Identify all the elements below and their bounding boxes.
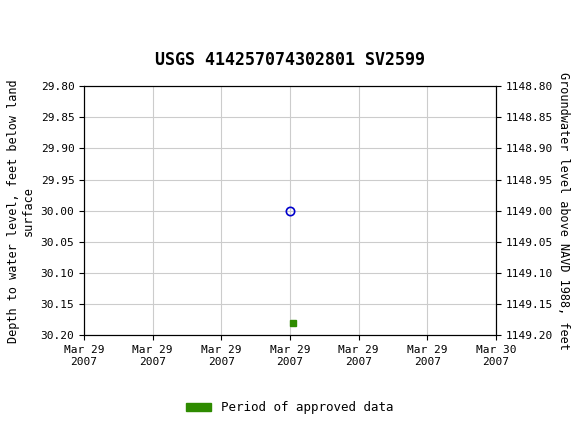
Legend: Period of approved data: Period of approved data [181, 396, 399, 419]
Text: USGS 414257074302801 SV2599: USGS 414257074302801 SV2599 [155, 51, 425, 69]
Y-axis label: Groundwater level above NAVD 1988, feet: Groundwater level above NAVD 1988, feet [557, 72, 570, 350]
Y-axis label: Depth to water level, feet below land
surface: Depth to water level, feet below land su… [7, 79, 35, 343]
Text: ≋USGS: ≋USGS [5, 9, 81, 28]
